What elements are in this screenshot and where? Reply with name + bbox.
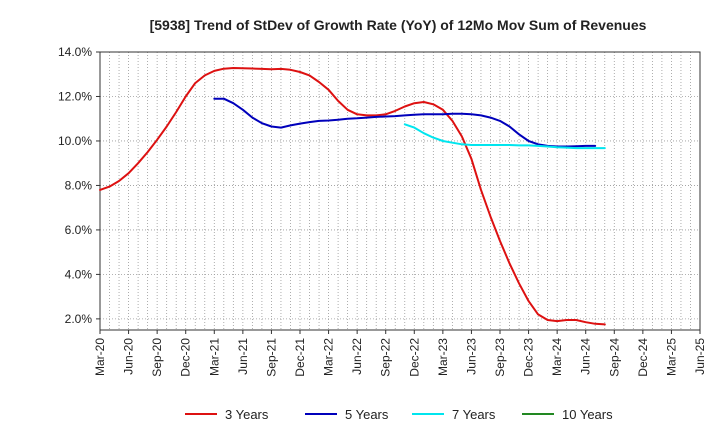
plot-background <box>100 52 700 330</box>
series-line-3-years <box>99 67 606 326</box>
x-tick-label: Mar-21 <box>207 338 221 376</box>
x-tick-label: Jun-23 <box>464 338 478 375</box>
x-tick-label: Mar-24 <box>550 338 564 376</box>
x-tick-label: Mar-25 <box>664 338 678 376</box>
x-tick-label: Dec-21 <box>293 338 307 377</box>
series-line-5-years <box>213 97 597 148</box>
x-tick-label: Jun-21 <box>236 338 250 375</box>
x-tick-label: Sep-24 <box>607 338 621 377</box>
legend-label-3-years: 3 Years <box>225 407 269 422</box>
x-tick-label: Mar-22 <box>322 338 336 376</box>
x-tick-label: Dec-24 <box>636 338 650 377</box>
y-tick-label: 10.0% <box>58 134 92 148</box>
legend-label-10-years: 10 Years <box>562 407 613 422</box>
chart-title: [5938] Trend of StDev of Growth Rate (Yo… <box>150 17 647 33</box>
x-tick-label: Dec-20 <box>179 338 193 377</box>
y-tick-label: 6.0% <box>65 223 93 237</box>
x-tick-label: Mar-20 <box>93 338 107 376</box>
plot-frame <box>99 51 701 331</box>
legend-label-7-years: 7 Years <box>452 407 496 422</box>
x-tick-label: Jun-25 <box>693 338 707 375</box>
series-line-7-years <box>403 123 606 150</box>
x-tick-label: Jun-20 <box>122 338 136 375</box>
y-tick-label: 4.0% <box>65 267 93 281</box>
x-tick-label: Sep-23 <box>493 338 507 377</box>
legend: 3 Years 5 Years 7 Years 10 Years <box>185 407 613 422</box>
legend-label-5-years: 5 Years <box>345 407 389 422</box>
y-tick-label: 8.0% <box>65 178 93 192</box>
x-tick-label: Dec-22 <box>407 338 421 377</box>
x-tick-label: Jun-24 <box>579 338 593 375</box>
x-tick-label: Sep-22 <box>379 338 393 377</box>
y-tick-label: 14.0% <box>58 45 92 59</box>
y-tick-label: 2.0% <box>65 312 93 326</box>
x-tick-label: Sep-20 <box>150 338 164 377</box>
x-tick-label: Jun-22 <box>350 338 364 375</box>
y-tick-label: 12.0% <box>58 89 92 103</box>
plot-area: 2.0% 4.0% 6.0% 8.0% 10.0% 12.0% 14.0% Mar-20 Jun… <box>58 45 707 377</box>
x-tick-label: Sep-21 <box>264 338 278 377</box>
x-tick-label: Mar-23 <box>436 338 450 376</box>
x-tick-label: Dec-23 <box>522 338 536 377</box>
